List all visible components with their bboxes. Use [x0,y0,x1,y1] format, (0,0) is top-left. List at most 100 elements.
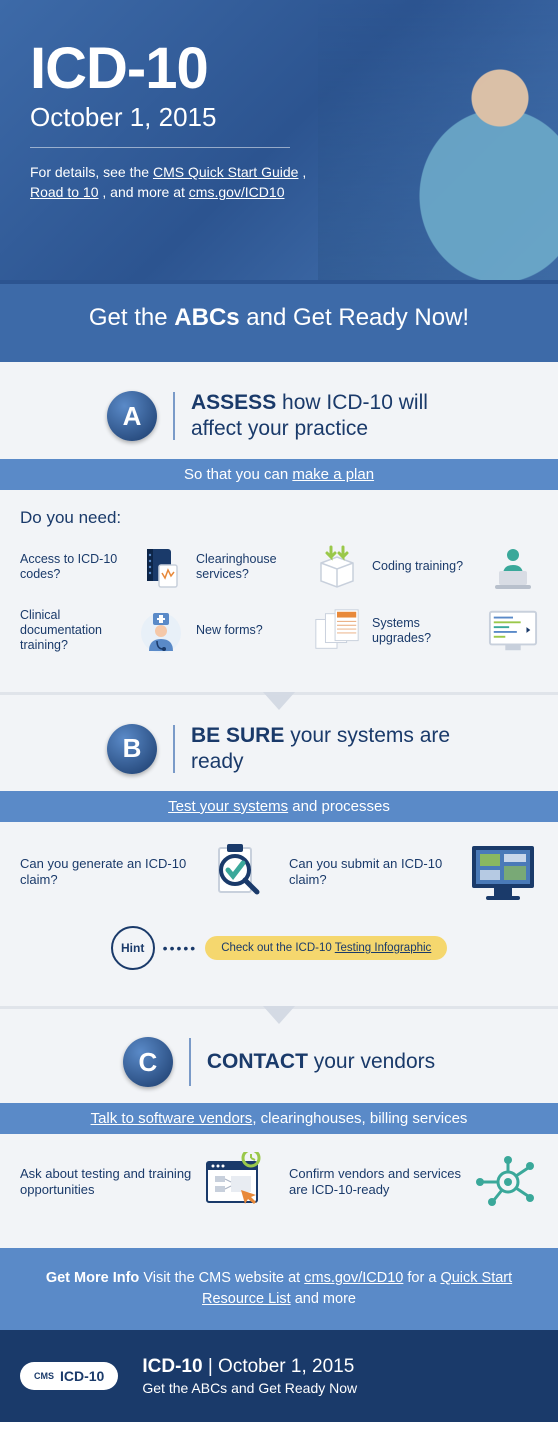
section-a-bar-u: make a plan [292,466,374,483]
item-new-forms: New forms? [196,606,362,656]
item-submit-claim: Can you submit an ICD-10 claim? [289,840,538,904]
section-c-notch [263,1006,295,1024]
section-c-grid: Ask about testing and training opportuni… [20,1152,538,1212]
footer-sep: | [203,1356,219,1377]
code-screen-icon [488,606,538,656]
section-c-bar-u: Talk to software vendors [91,1110,253,1127]
doctor-icon [136,606,186,656]
forms-icon [312,606,362,656]
item-coding-training-label: Coding training? [372,559,480,574]
more-info-link1[interactable]: cms.gov/ICD10 [304,1270,403,1286]
section-c-title-bold: CONTACT [207,1050,308,1073]
footer-sub: Get the ABCs and Get Ready Now [142,1380,357,1396]
section-c-title-rest: your vendors [308,1050,435,1073]
item-codes: Access to ICD-10 codes? [20,542,186,592]
header-details: For details, see the CMS Quick Start Gui… [30,162,310,203]
browser-touch-icon [203,1152,269,1212]
item-testing-training-label: Ask about testing and training opportuni… [20,1166,195,1197]
item-new-forms-label: New forms? [196,623,304,638]
item-clinical-doc-label: Clinical documentation training? [20,608,128,653]
badge-b: B [107,724,157,774]
laptop-person-icon [488,542,538,592]
hint-u: Testing Infographic [335,942,432,954]
header: ICD-10 October 1, 2015 For details, see … [0,0,558,280]
item-systems-upgrades: Systems upgrades? [372,606,538,656]
magnify-check-icon [205,840,269,904]
hint-row: Hint ••••• Check out the ICD-10 Testing … [20,926,538,970]
section-c-bar: Talk to software vendors, clearinghouses… [0,1103,558,1134]
banner-pre: Get the [89,304,174,331]
sep-b [173,725,175,773]
section-b-bar: Test your systems and processes [0,791,558,822]
header-mid1: , [302,164,306,180]
item-codes-label: Access to ICD-10 codes? [20,552,128,582]
sep-a [173,392,175,440]
footer-top: ICD-10 | October 1, 2015 [142,1356,357,1378]
section-a-title: ASSESS how ICD-10 will affect your pract… [191,390,451,443]
item-clinical-doc: Clinical documentation training? [20,606,186,656]
footer-logo: CMS ICD-10 [20,1362,118,1390]
header-date: October 1, 2015 [30,102,528,133]
item-confirm-vendors: Confirm vendors and services are ICD-10-… [289,1152,538,1212]
section-a-bar-pre: So that you can [184,466,292,483]
box-icon [312,542,362,592]
monitor-icon [468,842,538,902]
section-b-title: BE SURE your systems are ready [191,723,451,776]
badge-c: C [123,1037,173,1087]
road-to-10-link[interactable]: Road to 10 [30,184,99,200]
cms-gov-icd10-link[interactable]: cms.gov/ICD10 [189,184,285,200]
item-clearinghouse-label: Clearinghouse services? [196,552,304,582]
item-systems-upgrades-label: Systems upgrades? [372,616,480,646]
hint-circle: Hint [111,926,155,970]
footer-logo-main: ICD-10 [60,1368,104,1384]
section-b-head: B BE SURE your systems are ready [20,723,538,776]
more-info-t1: Visit the CMS website at [143,1270,304,1286]
footer-date: October 1, 2015 [218,1356,354,1377]
section-c-bar-post: , clearinghouses, billing services [252,1110,467,1127]
more-info-t2: for a [407,1270,440,1286]
item-testing-training: Ask about testing and training opportuni… [20,1152,269,1212]
section-b-notch [263,692,295,710]
header-title: ICD-10 [30,40,528,98]
item-clearinghouse: Clearinghouse services? [196,542,362,592]
badge-a: A [107,391,157,441]
footer-title: ICD-10 [142,1356,202,1377]
footer-logo-small: CMS [34,1371,54,1381]
more-info-bar: Get More Info Visit the CMS website at c… [0,1248,558,1330]
section-a-title-bold: ASSESS [191,391,276,414]
section-a-prompt: Do you need: [20,508,538,528]
more-info-t3: and more [295,1291,356,1307]
hint-dots: ••••• [163,940,198,956]
section-a: A ASSESS how ICD-10 will affect your pra… [0,362,558,692]
hint-pre: Check out the ICD-10 [221,942,335,954]
banner-bold: ABCs [174,304,239,331]
more-info-bold: Get More Info [46,1270,139,1286]
sep-c [189,1038,191,1086]
item-coding-training: Coding training? [372,542,538,592]
hint-pill[interactable]: Check out the ICD-10 Testing Infographic [205,936,447,960]
header-mid2: , and more at [102,184,188,200]
section-a-head: A ASSESS how ICD-10 will affect your pra… [20,390,538,443]
section-c: C CONTACT your vendors Talk to software … [0,1006,558,1248]
header-details-pre: For details, see the [30,164,153,180]
item-generate-claim-label: Can you generate an ICD-10 claim? [20,856,197,887]
header-divider [30,147,290,148]
section-b-bar-u: Test your systems [168,798,288,815]
abcs-banner: Get the ABCs and Get Ready Now! [0,280,558,362]
section-b-grid: Can you generate an ICD-10 claim? Can yo… [20,840,538,904]
cms-quick-start-link[interactable]: CMS Quick Start Guide [153,164,299,180]
section-b-title-bold: BE SURE [191,724,284,747]
footer: CMS ICD-10 ICD-10 | October 1, 2015 Get … [0,1330,558,1422]
network-icon [472,1154,538,1210]
section-b-bar-post: and processes [288,798,390,815]
section-c-head: C CONTACT your vendors [20,1037,538,1087]
item-generate-claim: Can you generate an ICD-10 claim? [20,840,269,904]
item-confirm-vendors-label: Confirm vendors and services are ICD-10-… [289,1166,464,1197]
section-b: B BE SURE your systems are ready Test yo… [0,692,558,1007]
section-c-title: CONTACT your vendors [207,1049,435,1075]
codes-icon [136,542,186,592]
section-a-bar: So that you can make a plan [0,459,558,490]
banner-post: and Get Ready Now! [246,304,469,331]
item-submit-claim-label: Can you submit an ICD-10 claim? [289,856,460,887]
section-a-grid: Access to ICD-10 codes? Clearinghouse se… [20,542,538,656]
